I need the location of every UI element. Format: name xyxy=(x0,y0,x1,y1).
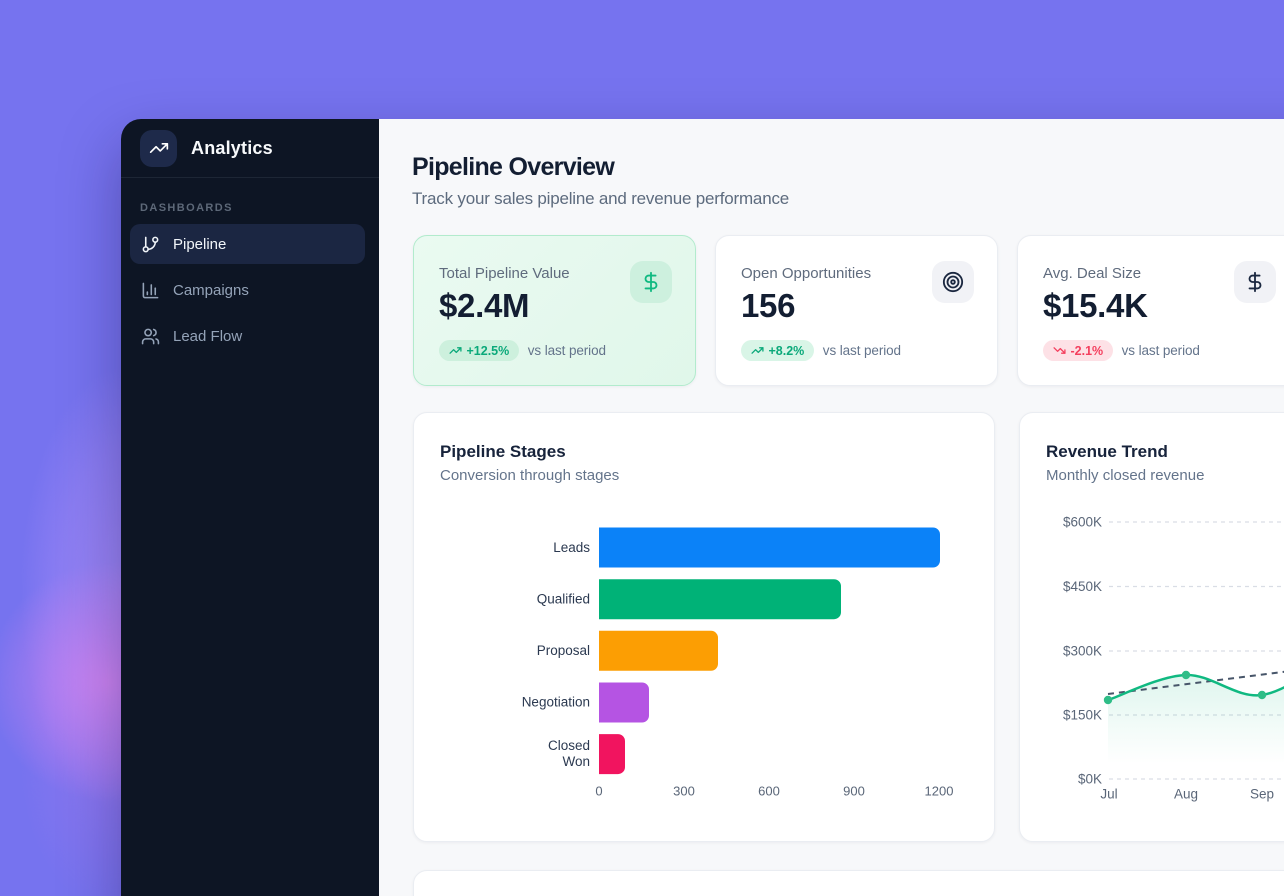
svg-text:Sep: Sep xyxy=(1250,787,1274,802)
svg-text:$600K: $600K xyxy=(1063,515,1102,530)
svg-text:$0K: $0K xyxy=(1078,772,1102,787)
svg-text:Leads: Leads xyxy=(553,540,590,555)
svg-text:600: 600 xyxy=(758,784,780,799)
svg-text:Closed: Closed xyxy=(548,738,590,753)
svg-text:300: 300 xyxy=(673,784,695,799)
svg-text:Aug: Aug xyxy=(1174,787,1198,802)
svg-text:Proposal: Proposal xyxy=(537,643,590,658)
svg-text:Qualified: Qualified xyxy=(537,592,590,607)
svg-text:$150K: $150K xyxy=(1063,708,1102,723)
svg-text:0: 0 xyxy=(595,784,602,799)
svg-text:Jul: Jul xyxy=(1100,787,1117,802)
svg-text:Negotiation: Negotiation xyxy=(522,695,590,710)
svg-text:Won: Won xyxy=(562,754,590,769)
svg-text:900: 900 xyxy=(843,784,865,799)
svg-text:$300K: $300K xyxy=(1063,644,1102,659)
svg-text:$450K: $450K xyxy=(1063,579,1102,594)
svg-text:1200: 1200 xyxy=(925,784,954,799)
